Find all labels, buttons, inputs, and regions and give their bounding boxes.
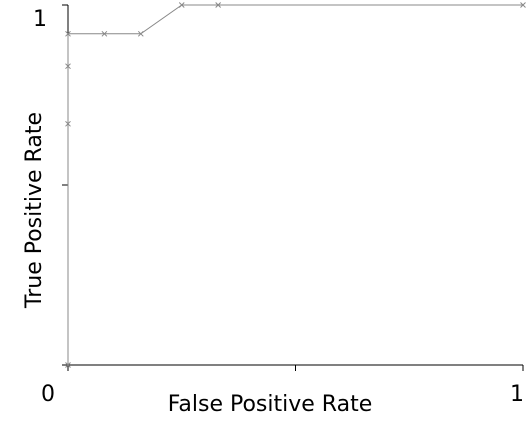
y-axis-label: True Positive Rate <box>22 112 47 309</box>
point-marker <box>215 2 222 8</box>
point-marker <box>137 30 144 37</box>
point-marker <box>101 30 108 37</box>
y-tick-label: 1 <box>33 7 47 32</box>
x-tick-label: 1 <box>510 382 524 407</box>
point-marker <box>178 2 185 8</box>
x-axis-label: False Positive Rate <box>168 392 372 417</box>
point-marker <box>520 2 526 8</box>
roc-line <box>67 4 523 365</box>
point-marker <box>65 30 71 37</box>
point-marker <box>65 63 71 70</box>
x-tick-label: 0 <box>41 382 55 407</box>
point-marker <box>65 362 71 368</box>
point-marker <box>65 120 71 127</box>
